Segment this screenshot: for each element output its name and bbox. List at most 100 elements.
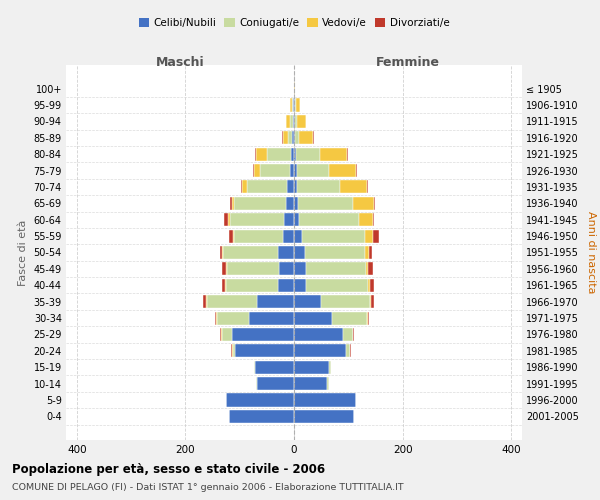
Bar xyxy=(229,213,230,226)
Bar xyxy=(294,360,329,374)
Bar xyxy=(294,278,306,292)
Bar xyxy=(367,180,368,194)
Bar xyxy=(294,197,298,210)
Bar xyxy=(320,148,347,160)
Bar xyxy=(254,164,260,177)
Bar xyxy=(343,328,353,341)
Bar xyxy=(326,377,329,390)
Bar xyxy=(235,344,294,358)
Bar xyxy=(230,213,284,226)
Bar xyxy=(232,197,234,210)
Bar xyxy=(299,131,313,144)
Bar xyxy=(253,164,254,177)
Bar xyxy=(226,262,227,276)
Bar xyxy=(296,148,320,160)
Bar xyxy=(229,410,294,423)
Bar xyxy=(220,246,223,259)
Bar xyxy=(224,213,229,226)
Bar xyxy=(371,295,374,308)
Bar xyxy=(294,164,297,177)
Bar xyxy=(225,278,226,292)
Bar xyxy=(294,377,326,390)
Legend: Celibi/Nubili, Coniugati/e, Vedovi/e, Divorziati/e: Celibi/Nubili, Coniugati/e, Vedovi/e, Di… xyxy=(134,14,454,32)
Text: Maschi: Maschi xyxy=(155,56,205,69)
Bar xyxy=(287,180,294,194)
Bar xyxy=(247,180,287,194)
Bar xyxy=(298,197,353,210)
Bar xyxy=(290,98,292,112)
Bar xyxy=(340,180,367,194)
Bar xyxy=(306,262,365,276)
Bar xyxy=(346,344,350,358)
Bar xyxy=(305,246,365,259)
Bar xyxy=(232,328,294,341)
Bar xyxy=(230,197,232,210)
Bar xyxy=(373,213,374,226)
Bar xyxy=(278,278,294,292)
Bar xyxy=(215,312,217,324)
Bar xyxy=(294,344,346,358)
Bar xyxy=(365,246,369,259)
Bar xyxy=(257,377,294,390)
Bar xyxy=(250,312,294,324)
Bar xyxy=(294,410,354,423)
Bar xyxy=(365,230,373,242)
Bar xyxy=(291,148,294,160)
Bar xyxy=(294,148,296,160)
Bar xyxy=(368,262,373,276)
Bar xyxy=(286,115,290,128)
Text: Popolazione per età, sesso e stato civile - 2006: Popolazione per età, sesso e stato civil… xyxy=(12,462,325,475)
Bar xyxy=(286,197,294,210)
Bar xyxy=(229,230,233,242)
Bar xyxy=(294,312,332,324)
Bar xyxy=(288,131,292,144)
Y-axis label: Anni di nascita: Anni di nascita xyxy=(586,211,596,294)
Y-axis label: Fasce di età: Fasce di età xyxy=(18,220,28,286)
Bar xyxy=(221,328,222,341)
Bar xyxy=(254,360,255,374)
Bar xyxy=(279,262,294,276)
Bar xyxy=(374,197,376,210)
Bar xyxy=(226,278,278,292)
Bar xyxy=(373,230,379,242)
Bar xyxy=(222,328,232,341)
Bar xyxy=(294,328,343,341)
Bar xyxy=(294,131,295,144)
Bar xyxy=(370,295,371,308)
Bar xyxy=(302,230,365,242)
Bar xyxy=(294,295,321,308)
Bar xyxy=(290,164,294,177)
Bar xyxy=(332,312,367,324)
Bar xyxy=(233,230,234,242)
Bar xyxy=(283,131,288,144)
Bar xyxy=(359,213,373,226)
Bar xyxy=(294,230,302,242)
Bar xyxy=(256,148,267,160)
Bar xyxy=(257,295,294,308)
Bar xyxy=(294,246,305,259)
Bar xyxy=(284,213,294,226)
Bar xyxy=(370,278,374,292)
Bar xyxy=(321,295,370,308)
Bar xyxy=(227,262,279,276)
Bar xyxy=(292,131,294,144)
Bar xyxy=(217,312,250,324)
Bar xyxy=(297,180,340,194)
Bar xyxy=(223,278,225,292)
Bar xyxy=(278,246,294,259)
Bar xyxy=(295,98,296,112)
Bar xyxy=(203,295,206,308)
Bar xyxy=(353,197,374,210)
Bar xyxy=(255,360,294,374)
Bar xyxy=(267,148,291,160)
Bar xyxy=(241,180,242,194)
Bar xyxy=(368,312,370,324)
Bar xyxy=(290,115,293,128)
Bar xyxy=(222,262,226,276)
Bar xyxy=(297,115,307,128)
Bar xyxy=(207,295,257,308)
Bar xyxy=(234,197,286,210)
Bar xyxy=(329,360,331,374)
Bar xyxy=(283,230,294,242)
Bar xyxy=(242,180,247,194)
